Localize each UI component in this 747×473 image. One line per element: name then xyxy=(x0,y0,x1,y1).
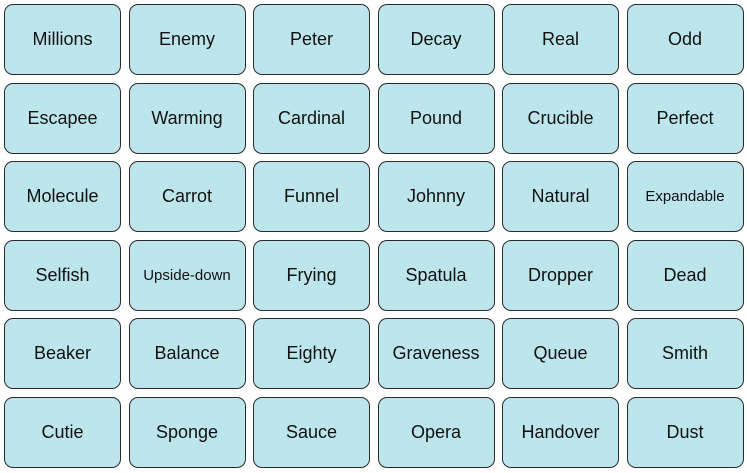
word-tile[interactable]: Dust xyxy=(626,396,744,468)
word-tile[interactable]: Sauce xyxy=(253,396,370,468)
word-tile[interactable]: Crucible xyxy=(502,82,619,154)
word-tile[interactable]: Spatula xyxy=(377,239,495,311)
word-tile[interactable]: Dead xyxy=(626,239,744,311)
word-tile[interactable]: Dropper xyxy=(502,239,619,311)
word-tile[interactable]: Queue xyxy=(502,318,619,389)
word-tile[interactable]: Frying xyxy=(253,239,370,311)
word-tile[interactable]: Funnel xyxy=(253,161,370,232)
word-tile[interactable]: Peter xyxy=(253,4,370,75)
word-tile[interactable]: Odd xyxy=(626,4,744,75)
word-tile[interactable]: Johnny xyxy=(377,161,495,232)
word-tile[interactable]: Perfect xyxy=(626,82,744,154)
word-tile[interactable]: Graveness xyxy=(377,318,495,389)
word-tile[interactable]: Upside-down xyxy=(128,239,246,311)
word-tile[interactable]: Smith xyxy=(626,318,744,389)
word-tile[interactable]: Cardinal xyxy=(253,82,370,154)
word-tile[interactable]: Warming xyxy=(128,82,246,154)
word-tile[interactable]: Escapee xyxy=(4,82,121,154)
word-tile[interactable]: Opera xyxy=(377,396,495,468)
word-tile[interactable]: Beaker xyxy=(4,318,121,389)
word-tile[interactable]: Real xyxy=(502,4,619,75)
word-tile[interactable]: Natural xyxy=(502,161,619,232)
word-tile[interactable]: Enemy xyxy=(128,4,246,75)
word-tile[interactable]: Decay xyxy=(377,4,495,75)
word-tile[interactable]: Carrot xyxy=(128,161,246,232)
word-grid: Millions Enemy Peter Decay Real Odd Esca… xyxy=(4,4,744,468)
word-tile[interactable]: Expandable xyxy=(626,161,744,232)
word-tile[interactable]: Molecule xyxy=(4,161,121,232)
word-tile[interactable]: Millions xyxy=(4,4,121,75)
word-tile[interactable]: Selfish xyxy=(4,239,121,311)
word-tile[interactable]: Pound xyxy=(377,82,495,154)
word-tile[interactable]: Handover xyxy=(502,396,619,468)
word-tile[interactable]: Cutie xyxy=(4,396,121,468)
word-tile[interactable]: Balance xyxy=(128,318,246,389)
word-tile[interactable]: Eighty xyxy=(253,318,370,389)
word-tile[interactable]: Sponge xyxy=(128,396,246,468)
